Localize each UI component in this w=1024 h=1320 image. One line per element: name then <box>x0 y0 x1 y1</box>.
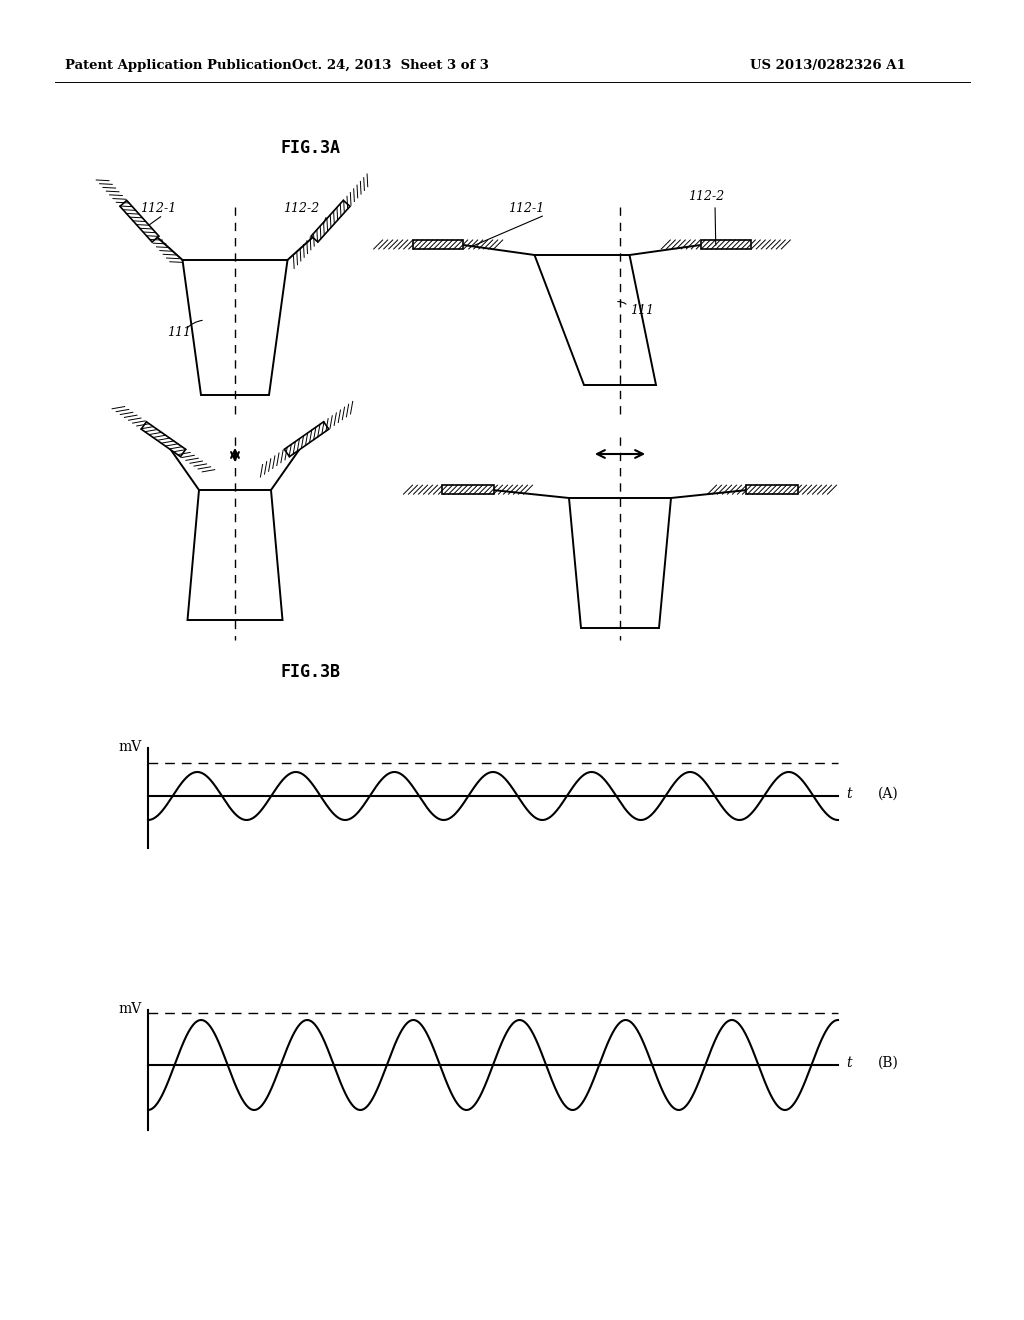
Text: FIG.3B: FIG.3B <box>280 663 340 681</box>
Polygon shape <box>311 201 350 242</box>
Text: t: t <box>846 787 852 801</box>
Text: (A): (A) <box>878 787 899 801</box>
Text: 112-1: 112-1 <box>508 202 544 214</box>
Polygon shape <box>141 422 185 457</box>
Text: Patent Application Publication: Patent Application Publication <box>65 58 292 71</box>
Text: FIG.3A: FIG.3A <box>280 139 340 157</box>
Text: 112-2: 112-2 <box>283 202 319 214</box>
Polygon shape <box>285 422 329 457</box>
Polygon shape <box>414 240 463 249</box>
Text: Oct. 24, 2013  Sheet 3 of 3: Oct. 24, 2013 Sheet 3 of 3 <box>292 58 488 71</box>
Text: mV: mV <box>119 741 142 754</box>
Text: 111: 111 <box>630 304 654 317</box>
Polygon shape <box>746 486 798 494</box>
Polygon shape <box>442 486 494 494</box>
Text: mV: mV <box>119 1002 142 1016</box>
Text: 112-1: 112-1 <box>140 202 176 214</box>
Text: 111: 111 <box>167 326 191 339</box>
Text: 112-2: 112-2 <box>688 190 724 202</box>
Text: t: t <box>846 1056 852 1071</box>
Text: US 2013/0282326 A1: US 2013/0282326 A1 <box>750 58 906 71</box>
Text: (B): (B) <box>878 1056 899 1071</box>
Polygon shape <box>700 240 751 249</box>
Polygon shape <box>120 201 159 242</box>
